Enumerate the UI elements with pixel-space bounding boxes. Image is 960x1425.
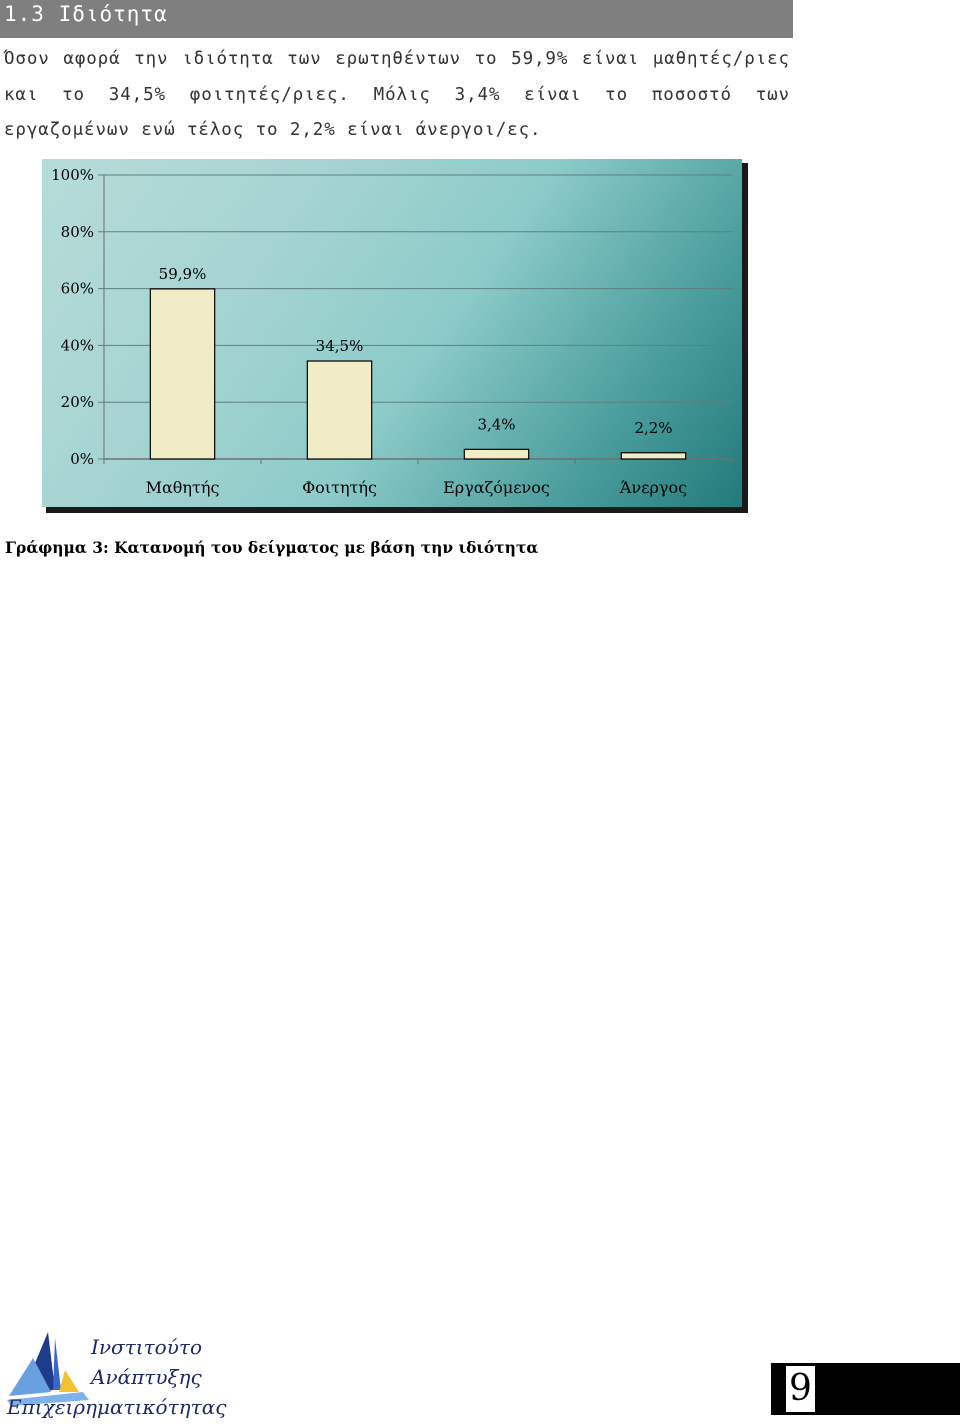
logo-line-1: Ινστιτούτο	[91, 1335, 202, 1359]
y-tick-label: 80%	[61, 223, 94, 241]
institute-logo: Ινστιτούτο Ανάπτυξης Επιχειρηματικότητας	[3, 1330, 226, 1422]
figure-caption: Γράφημα 3: Κατανομή του δείγματος με βάσ…	[5, 538, 539, 557]
logo-line-2: Ανάπτυξης	[91, 1365, 202, 1389]
section-heading: 1.3 Ιδιότητα	[4, 2, 168, 26]
y-tick-label: 60%	[61, 280, 94, 298]
logo-line-3: Επιχειρηματικότητας	[7, 1395, 227, 1419]
bar	[620, 452, 687, 460]
logo-text: Ινστιτούτο Ανάπτυξης Επιχειρηματικότητας	[7, 1332, 310, 1422]
bar	[149, 288, 216, 460]
chart-area: 0% 20% 40% 60% 80% 100% 59,9% Μαθητής 34,5% Φοιτη…	[42, 159, 742, 507]
chart-svg: 0% 20% 40% 60% 80% 100% 59,9% Μαθητής 34,5% Φοιτη…	[51, 166, 733, 497]
y-tick-label: 20%	[61, 393, 94, 411]
body-paragraph: Όσον αφορά την ιδιότητα των ερωτηθέντων …	[4, 49, 790, 140]
data-label: 59,9%	[159, 265, 207, 283]
bar	[306, 360, 373, 460]
x-tick-label: Εργαζόμενος	[443, 478, 550, 497]
data-label: 3,4%	[477, 415, 515, 433]
x-tick-label: Άνεργος	[619, 478, 687, 497]
x-tick-label: Μαθητής	[146, 478, 220, 497]
y-tick-label: 40%	[61, 336, 94, 354]
page-number: 9	[786, 1366, 815, 1412]
data-label: 2,2%	[634, 419, 672, 437]
bar	[463, 448, 530, 460]
data-label: 34,5%	[316, 337, 364, 355]
bar-chart: 0% 20% 40% 60% 80% 100% 59,9% Μαθητής 34,5% Φοιτη…	[42, 159, 748, 513]
section-heading-bar: 1.3 Ιδιότητα	[0, 0, 793, 38]
logo-sail-icon	[7, 1332, 89, 1406]
y-tick-label: 100%	[51, 166, 94, 184]
y-tick-label: 0%	[70, 450, 94, 468]
x-tick-label: Φοιτητής	[302, 478, 377, 497]
